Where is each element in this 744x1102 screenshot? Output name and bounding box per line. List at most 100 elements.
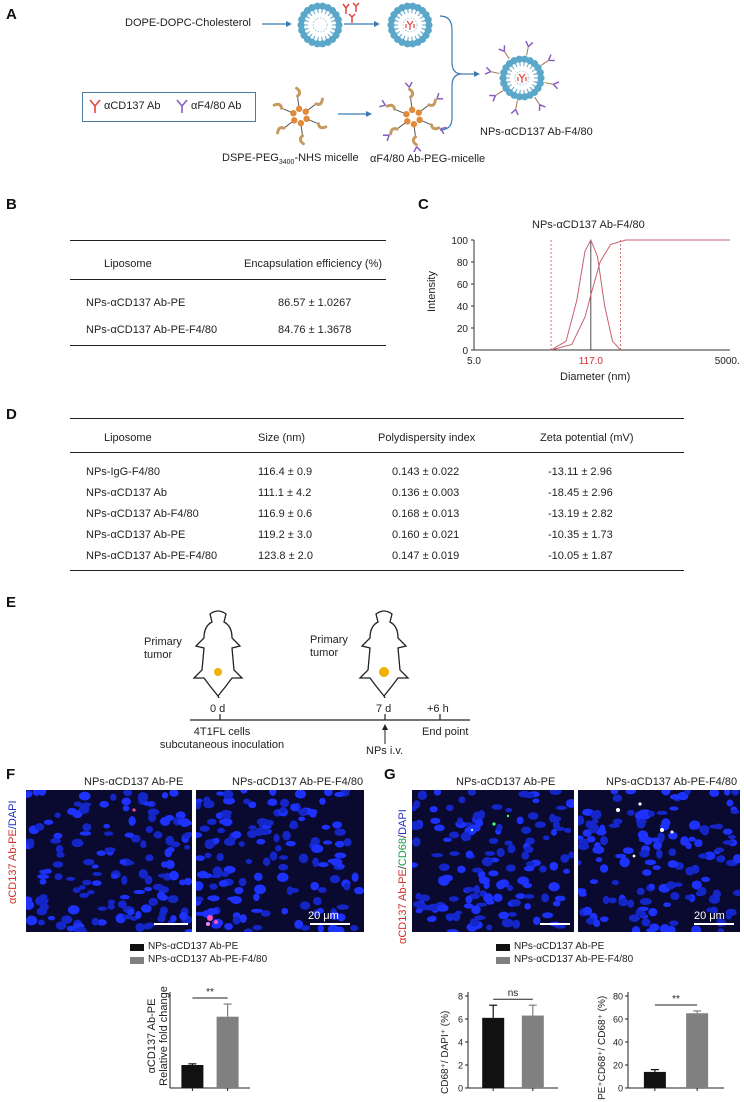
nucleus — [730, 809, 740, 814]
table-d-header-liposome: Liposome — [104, 432, 152, 444]
lipid-head — [313, 2, 321, 10]
nucleus — [560, 853, 570, 863]
nucleus — [732, 889, 740, 896]
nucleus — [443, 837, 452, 842]
nucleus — [667, 860, 679, 868]
bar-y-tick-label: 60 — [613, 1015, 623, 1025]
nucleus — [484, 851, 496, 856]
peg-linker — [544, 82, 554, 85]
event-inoculation-line1: 4T1FL cells — [193, 726, 251, 738]
f-img1-title: NPs-αCD137 Ab-PE — [84, 776, 184, 788]
nucleus — [350, 924, 359, 932]
nucleus — [273, 833, 280, 843]
legend-f480-label: αF4/80 Ab — [191, 100, 242, 112]
table-b-header-efficiency: Encapsulation efficiency (%) — [244, 258, 382, 270]
nucleus — [429, 806, 438, 813]
nucleus — [653, 841, 662, 850]
nucleus — [578, 888, 587, 894]
nucleus — [334, 852, 347, 859]
cargo-antibody — [405, 20, 415, 30]
nucleus — [119, 894, 130, 900]
nucleus — [39, 902, 49, 912]
nucleus — [509, 899, 519, 904]
nucleus — [300, 925, 310, 931]
nucleus — [668, 848, 677, 857]
nucleus — [215, 812, 224, 819]
nucleus — [703, 851, 716, 861]
nucleus — [512, 919, 521, 929]
inner-leaflet — [312, 17, 328, 33]
c-y-tick-label: 80 — [457, 258, 469, 269]
nucleus — [578, 860, 582, 866]
nucleus — [554, 895, 566, 902]
nucleus — [498, 911, 509, 920]
nucleus — [501, 918, 514, 928]
nucleus — [280, 798, 290, 808]
lipid-head — [335, 21, 343, 29]
nucleus — [78, 804, 90, 814]
peg-linker — [490, 71, 500, 74]
lipid-head — [297, 21, 305, 29]
nucleus — [145, 854, 154, 862]
bar-y-tick-label: 20 — [613, 1061, 623, 1071]
nucleus — [725, 913, 732, 920]
panel-g-letter: G — [384, 766, 396, 783]
nucleus — [722, 840, 735, 845]
nucleus — [691, 880, 702, 890]
nucleus — [429, 915, 437, 921]
nucleus — [463, 886, 475, 893]
nanoparticle-product-icon — [484, 40, 560, 116]
nucleus — [310, 881, 319, 891]
micelle-peg — [295, 86, 302, 98]
nucleus — [434, 824, 445, 832]
chart-g1: 0 2 4 6 8 ns — [458, 988, 558, 1094]
nucleus — [523, 846, 534, 854]
micelle-label-pre: DSPE-PEG — [222, 152, 279, 164]
nucleus — [582, 829, 592, 837]
nucleus — [87, 890, 95, 895]
lipid-head — [537, 74, 545, 82]
liposome-empty-icon — [297, 2, 343, 48]
nucleus — [618, 898, 629, 907]
nucleus — [104, 847, 116, 853]
surface-antibody — [538, 103, 546, 111]
table-d-cell: -18.45 ± 2.96 — [548, 487, 613, 499]
table-d-cell: -13.19 ± 2.82 — [548, 508, 613, 520]
nucleus — [34, 823, 45, 831]
free-antibody-icon — [342, 2, 360, 23]
micelle-peg — [429, 123, 441, 131]
nucleus — [117, 900, 127, 909]
nucleus — [61, 915, 73, 924]
nucleus — [54, 812, 61, 818]
surface-antibody — [484, 66, 492, 75]
bar-y-tick-label: 2 — [458, 1061, 463, 1071]
table-d-cell: 119.2 ± 3.0 — [258, 529, 313, 541]
timeline — [190, 714, 470, 744]
table-d-cell: 116.4 ± 0.9 — [258, 466, 313, 478]
nucleus — [550, 828, 558, 836]
micelle-core-bead — [408, 106, 416, 114]
nucleus — [197, 870, 209, 879]
nucleus — [96, 919, 107, 926]
nucleus — [523, 894, 535, 899]
f-micrograph-1 — [26, 790, 192, 932]
nucleus — [457, 865, 466, 874]
chart-c: 0 20 40 60 80 100 5.0 117.0 5000.0 — [451, 236, 740, 367]
table-d-cell: -13.11 ± 2.96 — [548, 466, 612, 478]
surface-antibody — [525, 40, 534, 48]
nucleus — [147, 808, 160, 816]
table-d-header-zeta: Zeta potential (mV) — [540, 432, 634, 444]
table-d-cell: 0.147 ± 0.019 — [392, 550, 460, 562]
nucleus — [656, 810, 668, 816]
nucleus — [474, 915, 486, 921]
nucleus — [65, 876, 76, 881]
nucleus — [82, 802, 92, 807]
nucleus — [298, 808, 308, 817]
nucleus — [649, 837, 660, 842]
nucleus — [71, 838, 84, 848]
nucleus — [586, 917, 595, 925]
nucleus — [523, 865, 535, 872]
nucleus — [130, 834, 141, 843]
peg-linker — [540, 59, 549, 66]
table-d-cell: 0.168 ± 0.013 — [392, 508, 460, 520]
